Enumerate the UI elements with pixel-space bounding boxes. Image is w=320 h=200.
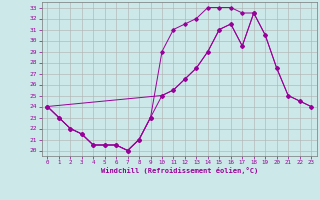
- X-axis label: Windchill (Refroidissement éolien,°C): Windchill (Refroidissement éolien,°C): [100, 167, 258, 174]
